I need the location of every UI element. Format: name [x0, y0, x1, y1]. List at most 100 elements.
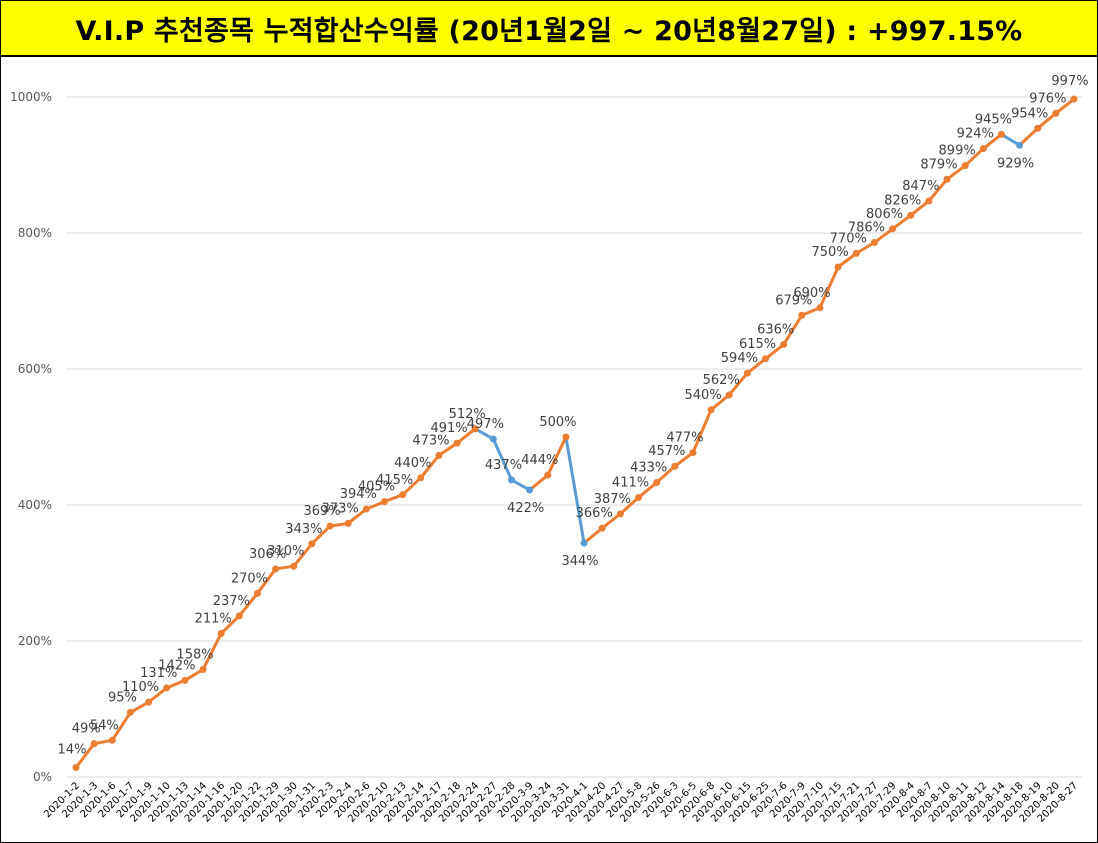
series-segment — [491, 437, 513, 482]
y-tick-label: 200% — [18, 634, 52, 648]
data-point — [1034, 124, 1042, 132]
series-segment — [582, 526, 604, 545]
data-point — [834, 263, 842, 271]
series-segment — [945, 164, 967, 181]
series-segment — [219, 614, 241, 636]
data-label: 457% — [648, 444, 685, 459]
data-label: 394% — [340, 487, 377, 502]
series-segment — [673, 451, 695, 468]
series-segment — [147, 686, 169, 704]
data-point — [707, 406, 715, 414]
data-label: 750% — [812, 245, 849, 260]
series-segment — [1036, 111, 1058, 130]
series-segment — [764, 343, 786, 361]
series-segment — [1018, 126, 1040, 147]
data-label: 899% — [939, 144, 976, 159]
data-point — [489, 435, 497, 443]
data-point — [272, 565, 280, 573]
data-label: 636% — [757, 323, 794, 338]
data-label: 806% — [866, 207, 903, 222]
data-point — [780, 341, 788, 349]
data-point — [1070, 95, 1078, 103]
series-segment — [528, 473, 550, 492]
data-label: 512% — [449, 407, 486, 422]
data-label: 422% — [507, 501, 544, 516]
data-label: 237% — [213, 594, 250, 609]
data-label: 540% — [685, 388, 722, 403]
series-segment — [782, 313, 804, 347]
series-segment — [346, 507, 368, 525]
data-label: 594% — [721, 351, 758, 366]
series-segment — [927, 177, 949, 203]
data-point — [762, 355, 770, 363]
data-label: 444% — [521, 453, 558, 468]
data-label: 14% — [58, 742, 87, 757]
data-label: 131% — [140, 666, 177, 681]
data-label: 110% — [122, 680, 159, 695]
data-label: 615% — [739, 337, 776, 352]
data-label: 679% — [775, 293, 812, 308]
data-point — [163, 684, 171, 692]
series-segment — [110, 710, 132, 742]
data-point — [108, 736, 116, 744]
series-segment — [437, 441, 459, 457]
series-segment — [854, 241, 876, 255]
data-label: 343% — [285, 522, 322, 537]
y-axis-ticks: 0% 200% 400% 600% 800% 1000% — [10, 90, 52, 784]
data-point — [435, 451, 443, 459]
data-point — [562, 433, 570, 441]
data-point — [290, 562, 298, 570]
data-point — [380, 498, 388, 506]
data-point — [362, 505, 370, 513]
data-label: 373% — [322, 501, 359, 516]
data-point — [417, 474, 425, 482]
series-segment — [255, 567, 278, 595]
data-label: 770% — [830, 231, 867, 246]
data-label: 786% — [848, 221, 885, 236]
data-point — [453, 439, 461, 447]
y-tick-label: 600% — [18, 362, 52, 376]
data-point — [725, 391, 733, 399]
data-label: 158% — [176, 648, 213, 663]
data-label: 405% — [358, 480, 395, 495]
data-point — [925, 197, 933, 205]
y-tick-label: 1000% — [10, 90, 52, 104]
series-segment — [600, 512, 622, 530]
data-point — [72, 763, 80, 771]
data-point — [217, 630, 225, 638]
series-segment — [818, 265, 840, 310]
series-segment — [292, 542, 314, 568]
series-segment — [183, 668, 205, 682]
data-point — [199, 666, 207, 674]
data-point — [852, 249, 860, 257]
data-point — [961, 162, 969, 170]
series-segment — [74, 742, 96, 769]
gridlines — [67, 96, 1083, 778]
data-label: 879% — [920, 157, 957, 172]
series-segment — [237, 591, 259, 618]
data-point — [889, 225, 897, 233]
data-label: 411% — [612, 476, 649, 491]
data-point — [653, 479, 661, 487]
series-segment — [691, 408, 713, 455]
data-point — [616, 510, 624, 518]
data-point — [253, 589, 261, 597]
data-label: 945% — [975, 112, 1012, 127]
data-label: 954% — [1011, 106, 1048, 121]
x-axis-ticks: 2020-1-22020-1-32020-1-62020-1-72020-1-9… — [42, 780, 1080, 824]
data-label: 976% — [1029, 91, 1066, 106]
data-labels: 14% 49%54% 95%110%131%142%158% 211% 237% 270%… — [58, 74, 1089, 757]
chart-title: V.I.P 추천종목 누적합산수익률 (20년1월2일 ~ 20년8월27일) … — [75, 15, 1023, 47]
data-label: 344% — [561, 554, 598, 569]
series-segment — [745, 357, 768, 375]
data-point — [997, 130, 1005, 138]
data-point — [399, 491, 407, 499]
series-segment — [891, 213, 913, 231]
data-point — [471, 425, 479, 433]
data-label: 826% — [884, 193, 921, 208]
title-banner: V.I.P 추천종목 누적합산수익률 (20년1월2일 ~ 20년8월27일) … — [1, 1, 1097, 57]
data-point — [671, 462, 679, 470]
data-point — [580, 539, 588, 547]
series-segment — [709, 393, 731, 412]
